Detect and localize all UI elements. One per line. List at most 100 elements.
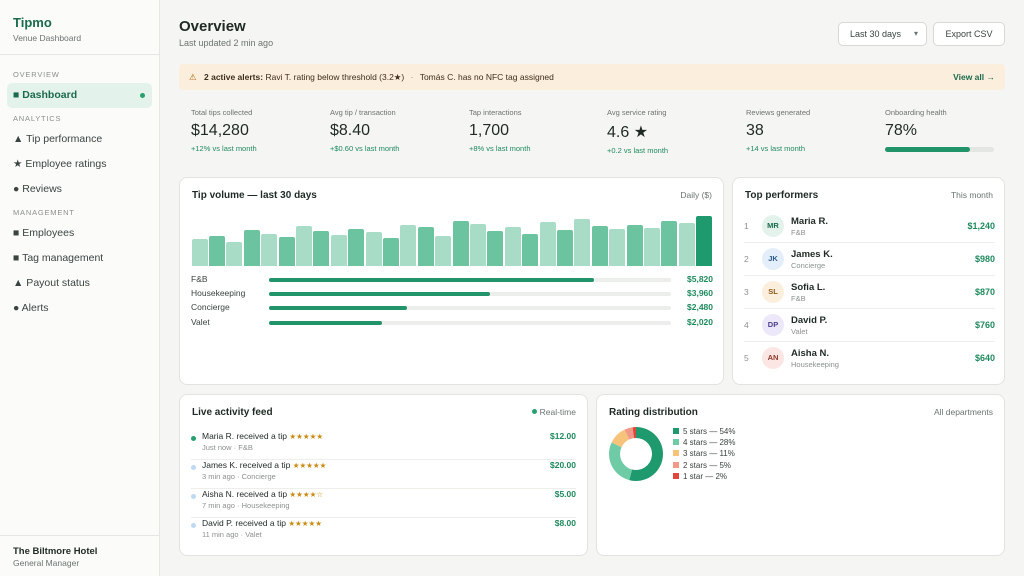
feed-message: James K. received a tip: [202, 460, 291, 470]
kpi-reviews: Reviews generated 38 +14 vs last month: [746, 108, 871, 153]
dept-name: F&B: [191, 274, 208, 284]
daily-tip-bar[interactable]: [661, 221, 678, 266]
feed-stars: ★★★★☆: [289, 490, 324, 499]
legend-label: 3 stars — 11%: [683, 449, 735, 459]
sidebar-item-tip-performance[interactable]: ▲ Tip performance: [7, 127, 152, 152]
performer-row[interactable]: 5 AN Aisha N. Housekeeping $640: [744, 342, 995, 375]
sidebar: Tipmo Venue Dashboard OVERVIEW ■ Dashboa…: [0, 0, 160, 576]
daily-tip-bar[interactable]: [261, 234, 278, 266]
activity-feed-card: Live activity feed Real-time Maria R. re…: [179, 394, 588, 556]
feed-meta: 11 min ago · Valet: [202, 530, 262, 539]
kpi-value: $14,280: [191, 122, 249, 139]
daily-tip-bar[interactable]: [469, 223, 486, 266]
sidebar-item-employees[interactable]: ■ Employees: [7, 221, 152, 246]
card-meta: Daily ($): [680, 190, 712, 200]
feed-item[interactable]: Maria R. received a tip ★★★★★ Just now ·…: [191, 431, 576, 460]
daily-tip-bar[interactable]: [295, 226, 312, 266]
sidebar-item-employee-ratings[interactable]: ★ Employee ratings: [7, 152, 152, 177]
sidebar-item-payout-status[interactable]: ▲ Payout status: [7, 271, 152, 296]
daily-tip-bar[interactable]: [504, 227, 521, 266]
daily-tip-bar[interactable]: [626, 225, 643, 266]
daily-tip-bar[interactable]: [591, 226, 608, 266]
kpi-value: $8.40: [330, 122, 371, 139]
performer-dept: Concierge: [791, 261, 826, 270]
daily-tip-bar[interactable]: [226, 242, 243, 266]
active-indicator-dot: [140, 93, 145, 98]
daily-tip-bar[interactable]: [382, 238, 399, 266]
daily-tip-bar[interactable]: [191, 238, 208, 266]
view-all-alerts-link[interactable]: View all →: [953, 72, 995, 82]
daily-tip-bar[interactable]: [696, 216, 713, 266]
sidebar-footer[interactable]: The Biltmore Hotel General Manager: [0, 535, 160, 576]
dept-bar-track: [269, 321, 671, 325]
performer-row[interactable]: 1 MR Maria R. F&B $1,240: [744, 210, 995, 243]
feed-item[interactable]: David P. received a tip ★★★★★ 11 min ago…: [191, 518, 576, 547]
daily-tip-bar[interactable]: [452, 221, 469, 266]
alert-lead: 2 active alerts:: [204, 72, 264, 82]
alert-separator: ·: [410, 72, 414, 82]
feed-item[interactable]: James K. received a tip ★★★★★ 3 min ago …: [191, 460, 576, 489]
performer-row[interactable]: 2 JK James K. Concierge $980: [744, 243, 995, 276]
daily-tip-bar[interactable]: [348, 229, 365, 266]
kpi-delta: +12% vs last month: [191, 144, 257, 153]
warning-icon: ⚠: [189, 72, 197, 82]
daily-tip-bar[interactable]: [313, 231, 330, 266]
avatar: AN: [762, 347, 784, 369]
export-csv-button[interactable]: Export CSV: [933, 22, 1005, 46]
daily-tip-bar[interactable]: [330, 235, 347, 266]
date-range-select[interactable]: Last 30 days ▾: [838, 22, 927, 46]
daily-tip-bar[interactable]: [278, 237, 295, 266]
daily-tip-bar[interactable]: [365, 232, 382, 266]
donut-slice[interactable]: [632, 427, 636, 439]
card-title: Tip volume — last 30 days: [192, 190, 317, 201]
dept-amount: $2,020: [687, 317, 713, 327]
sidebar-item-dashboard[interactable]: ■ Dashboard: [7, 83, 152, 108]
card-title: Top performers: [745, 190, 819, 201]
donut-slice[interactable]: [611, 429, 630, 448]
daily-tip-bar[interactable]: [522, 233, 539, 266]
card-title: Rating distribution: [609, 407, 698, 418]
daily-tip-bar[interactable]: [574, 218, 591, 266]
dept-amount: $5,820: [687, 274, 713, 284]
donut-slice[interactable]: [624, 427, 634, 440]
brand-name[interactable]: Tipmo: [13, 15, 52, 30]
sidebar-item-alerts[interactable]: ● Alerts: [7, 296, 152, 321]
feed-text: David P. received a tip ★★★★★: [202, 518, 322, 528]
alert-item-rating: Ravi T. rating below threshold (3.2★): [265, 72, 405, 82]
dept-bar-track: [269, 306, 671, 310]
donut-slice[interactable]: [629, 427, 663, 481]
daily-tip-bar[interactable]: [609, 229, 626, 266]
dept-name: Concierge: [191, 302, 230, 312]
daily-tip-bar[interactable]: [487, 231, 504, 266]
sidebar-item-label: ▲ Payout status: [13, 277, 90, 289]
daily-tip-bar[interactable]: [417, 227, 434, 266]
legend-item-2-stars: 2 stars — 5%: [673, 460, 735, 471]
feed-amount: $12.00: [550, 431, 576, 441]
daily-tip-bar[interactable]: [643, 228, 660, 266]
daily-tip-bar[interactable]: [400, 225, 417, 266]
feed-message: Maria R. received a tip: [202, 431, 288, 441]
dept-row-concierge: Concierge $2,480: [191, 302, 713, 315]
performer-row[interactable]: 4 DP David P. Valet $760: [744, 309, 995, 342]
donut-slice[interactable]: [609, 442, 633, 481]
last-updated: Last updated 2 min ago: [179, 38, 274, 48]
daily-tip-bar[interactable]: [435, 236, 452, 266]
daily-tip-bar[interactable]: [678, 223, 695, 266]
daily-tip-bar[interactable]: [539, 222, 556, 266]
legend-swatch: [673, 461, 679, 468]
onboarding-progress-bar: [885, 147, 994, 152]
daily-tip-bar[interactable]: [556, 230, 573, 266]
dept-row-fnb: F&B $5,820: [191, 274, 713, 287]
card-title: Live activity feed: [192, 407, 273, 418]
tip-volume-card: Tip volume — last 30 days Daily ($) F&B …: [179, 177, 724, 385]
sidebar-item-label: ● Reviews: [13, 183, 62, 195]
daily-tip-bar[interactable]: [243, 230, 260, 266]
feed-item[interactable]: Aisha N. received a tip ★★★★☆ 7 min ago …: [191, 489, 576, 518]
performer-name: James K.: [791, 249, 833, 260]
performer-row[interactable]: 3 SL Sofia L. F&B $870: [744, 276, 995, 309]
sidebar-item-label: ■ Tag management: [13, 252, 104, 264]
feed-text: James K. received a tip ★★★★★: [202, 460, 326, 470]
sidebar-item-tag-management[interactable]: ■ Tag management: [7, 246, 152, 271]
daily-tip-bar[interactable]: [208, 236, 225, 266]
sidebar-item-reviews[interactable]: ● Reviews: [7, 177, 152, 202]
